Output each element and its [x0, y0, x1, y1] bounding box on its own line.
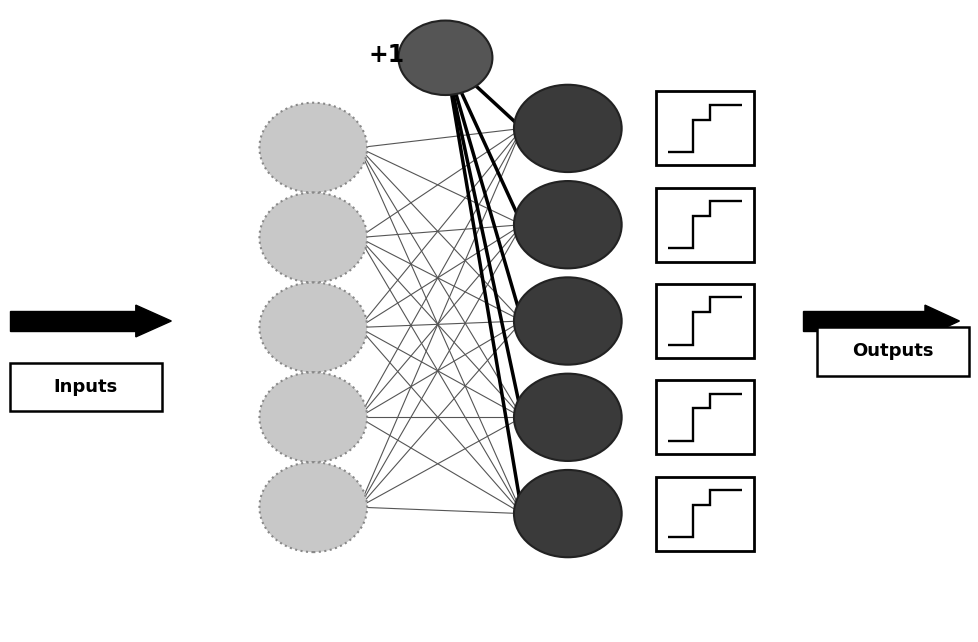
Polygon shape — [802, 311, 924, 331]
Polygon shape — [924, 305, 958, 337]
Bar — [655, 380, 753, 455]
Bar — [10, 363, 161, 411]
Ellipse shape — [398, 21, 492, 95]
Bar — [655, 91, 753, 165]
Ellipse shape — [259, 103, 367, 193]
Ellipse shape — [259, 372, 367, 462]
Bar — [655, 188, 753, 262]
Ellipse shape — [259, 282, 367, 372]
Ellipse shape — [259, 462, 367, 552]
Ellipse shape — [513, 470, 621, 557]
Polygon shape — [136, 305, 171, 337]
Text: Outputs: Outputs — [852, 342, 933, 361]
Ellipse shape — [513, 181, 621, 268]
Text: +1: +1 — [369, 42, 404, 67]
Ellipse shape — [513, 85, 621, 172]
Polygon shape — [10, 311, 136, 331]
Ellipse shape — [513, 277, 621, 365]
Bar — [655, 284, 753, 358]
Ellipse shape — [259, 193, 367, 282]
Bar — [817, 327, 968, 376]
Ellipse shape — [513, 374, 621, 461]
Text: Inputs: Inputs — [54, 377, 117, 396]
Bar — [655, 476, 753, 550]
